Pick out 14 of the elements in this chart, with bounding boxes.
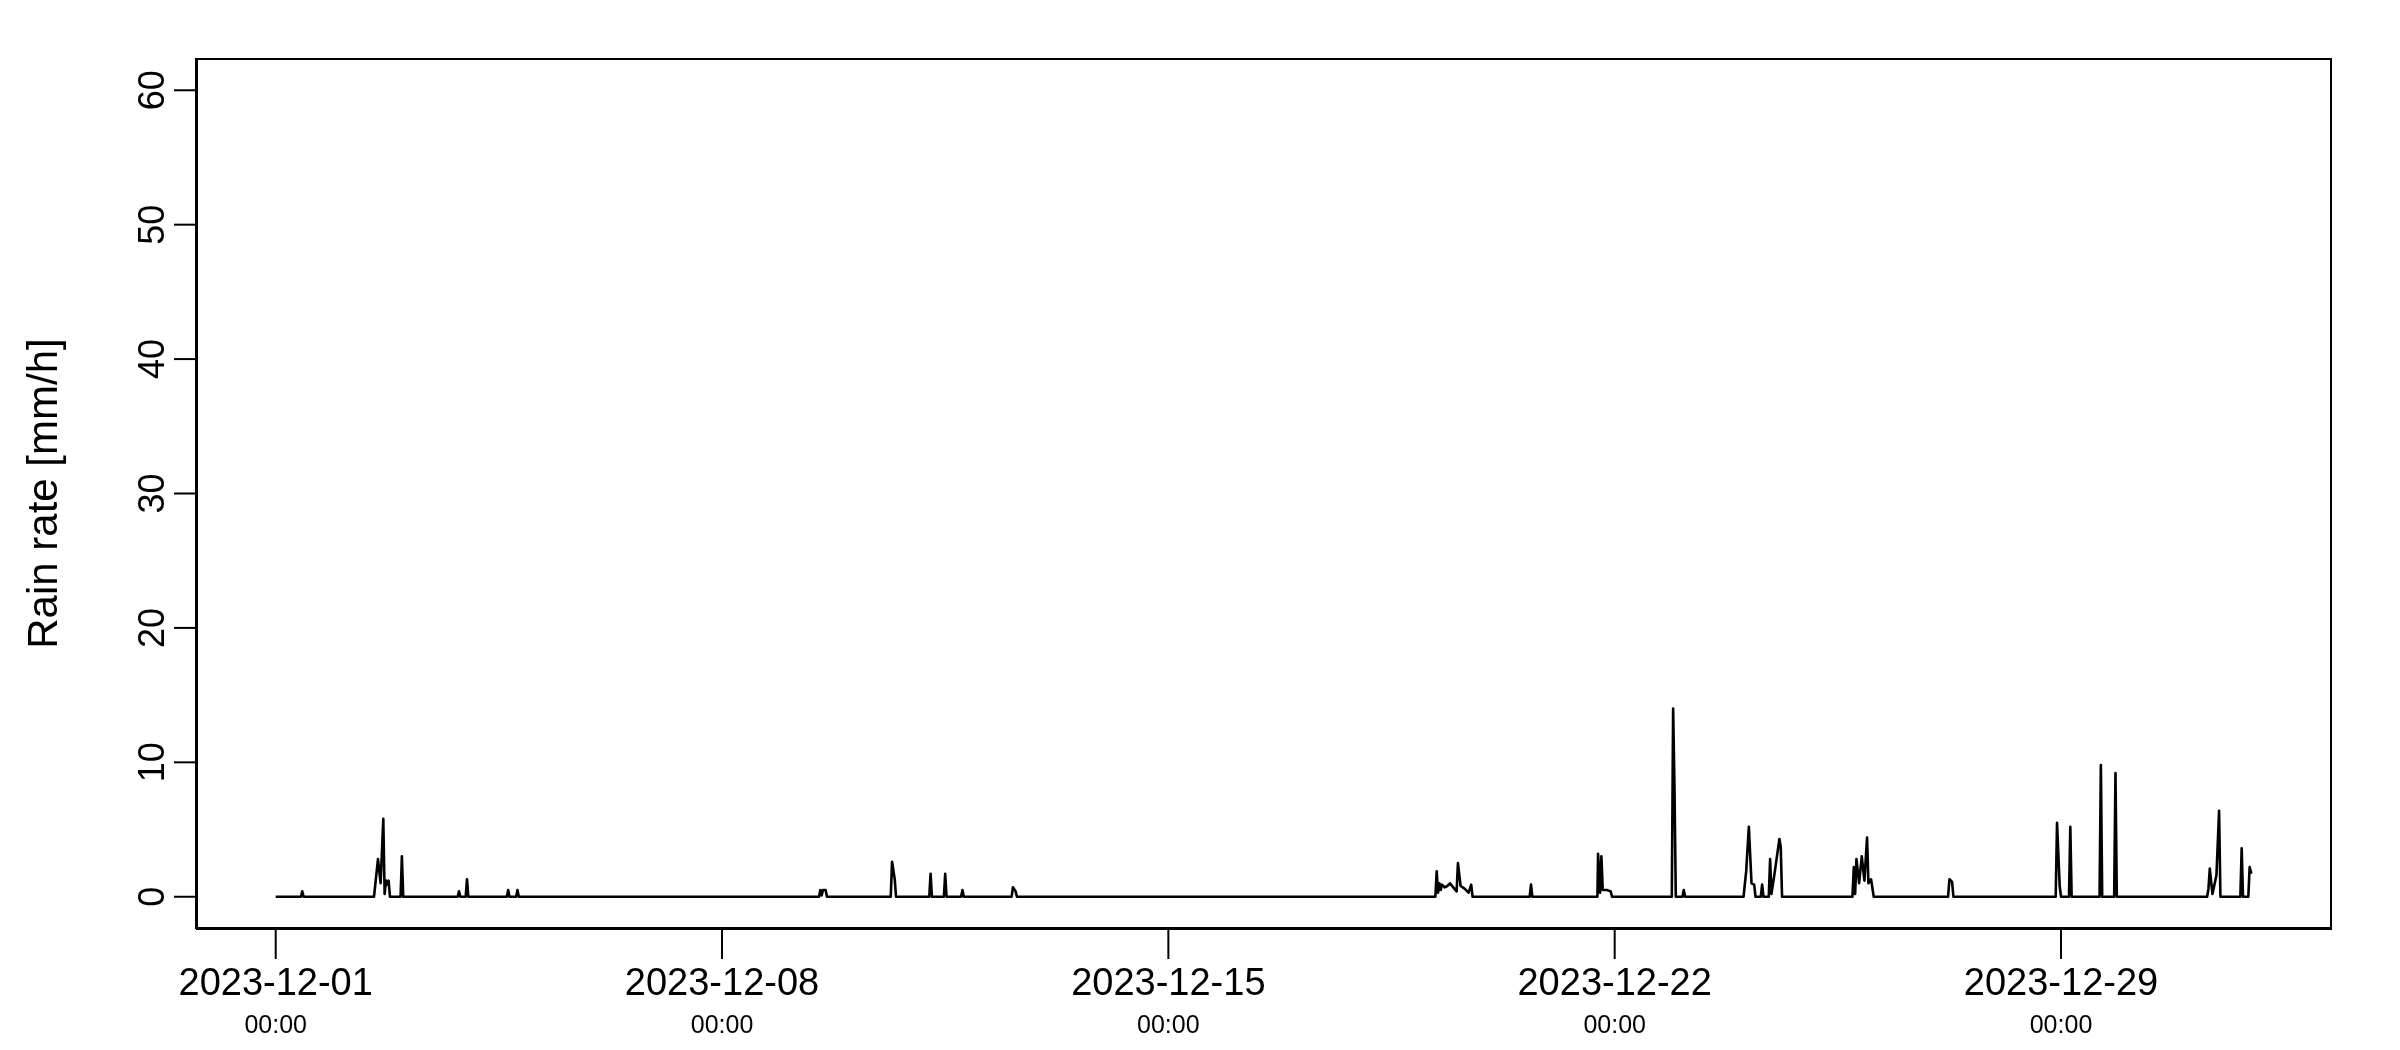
x-tick-label: 2023-12-01 00:00 [178, 961, 373, 1038]
x-tick-label: 2023-12-22 00:00 [1517, 961, 1712, 1038]
y-tick-label: 0 [131, 886, 172, 907]
y-tick-label: 30 [131, 473, 172, 514]
x-tick-label: 2023-12-15 00:00 [1071, 961, 1266, 1038]
y-tick-label: 20 [131, 607, 172, 648]
x-tick-label: 2023-12-08 00:00 [624, 961, 820, 1038]
y-axis-title: Rain rate [mm/h] [19, 338, 67, 649]
y-tick-label: 60 [131, 70, 172, 111]
line-series [274, 707, 2254, 899]
y-tick-label: 10 [131, 742, 172, 783]
y-tick-label: 50 [131, 204, 172, 245]
y-tick-label: 40 [131, 339, 172, 380]
x-tick-label: 2023-12-29 00:00 [1963, 961, 2159, 1038]
